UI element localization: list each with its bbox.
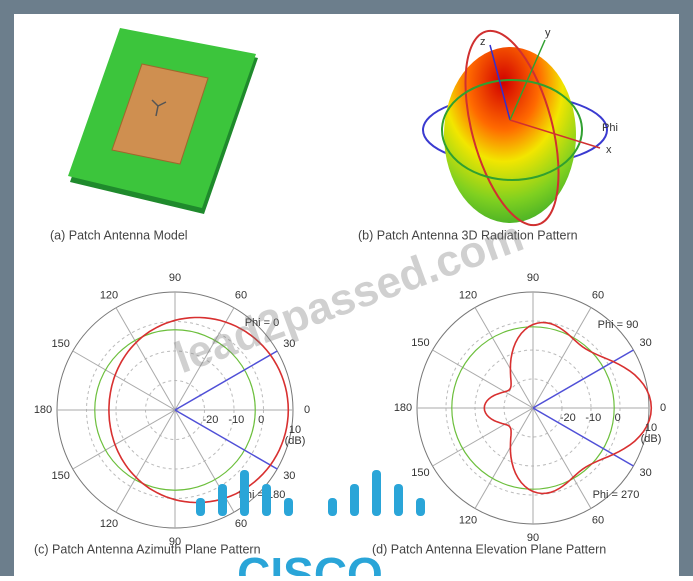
angle-label: 120	[100, 518, 118, 530]
angle-label: 30	[283, 470, 295, 482]
radial-label: 10	[645, 422, 657, 434]
angle-label: 90	[169, 536, 181, 548]
radial-label: -20	[560, 412, 576, 424]
angle-label: 120	[459, 289, 477, 301]
radial-label: 10	[289, 424, 301, 436]
reference-curve	[451, 326, 615, 490]
radial-label: -10	[228, 414, 244, 426]
radial-label: 0	[258, 414, 264, 426]
angle-label: 30	[283, 338, 295, 350]
caption: (b) Patch Antenna 3D Radiation Pattern	[358, 228, 578, 242]
angle-label: 0	[660, 402, 666, 414]
axis-label: Phi	[602, 122, 618, 134]
axis-label: z	[480, 36, 486, 48]
cut-label: Phi = 0	[245, 317, 280, 329]
logo-text: CISCO	[237, 548, 383, 576]
radial-label: -10	[585, 412, 601, 424]
angle-label: 60	[592, 289, 604, 301]
beam-line	[532, 407, 634, 467]
angle-label: 150	[52, 470, 70, 482]
unit-label: (dB)	[285, 435, 306, 447]
beam-line	[174, 350, 278, 411]
caption: (d) Patch Antenna Elevation Plane Patter…	[372, 542, 606, 556]
cut-label: Phi = 90	[598, 319, 639, 331]
angle-label: 120	[100, 290, 118, 302]
radial-label: -20	[202, 414, 218, 426]
unit-label: (dB)	[641, 433, 662, 445]
radial-label: 0	[615, 412, 621, 424]
reference-curve	[94, 329, 256, 491]
axis-label: y	[545, 27, 551, 39]
patch-model	[68, 28, 258, 214]
angle-label: 150	[411, 467, 429, 479]
angle-label: 150	[411, 337, 429, 349]
caption: (c) Patch Antenna Azimuth Plane Pattern	[34, 542, 261, 556]
angle-label: 60	[235, 290, 247, 302]
angle-label: 150	[52, 338, 70, 350]
pattern-curve	[483, 321, 653, 495]
angle-label: 30	[639, 467, 651, 479]
caption: (a) Patch Antenna Model	[50, 228, 188, 242]
beam-line	[532, 349, 634, 409]
logo	[196, 470, 425, 516]
angle-label: 0	[304, 404, 310, 416]
angle-label: 90	[527, 532, 539, 544]
angle-label: 30	[639, 337, 651, 349]
angle-label: 90	[527, 272, 539, 284]
angle-label: 180	[34, 404, 52, 416]
angle-label: 60	[235, 518, 247, 530]
angle-label: 60	[592, 514, 604, 526]
radiation-3d	[422, 29, 608, 227]
beam-line	[174, 409, 278, 470]
angle-label: 180	[394, 402, 412, 414]
cut-label: Phi = 270	[593, 489, 640, 501]
angle-label: 90	[169, 272, 181, 284]
angle-label: 120	[459, 514, 477, 526]
axis-label: x	[606, 144, 612, 156]
